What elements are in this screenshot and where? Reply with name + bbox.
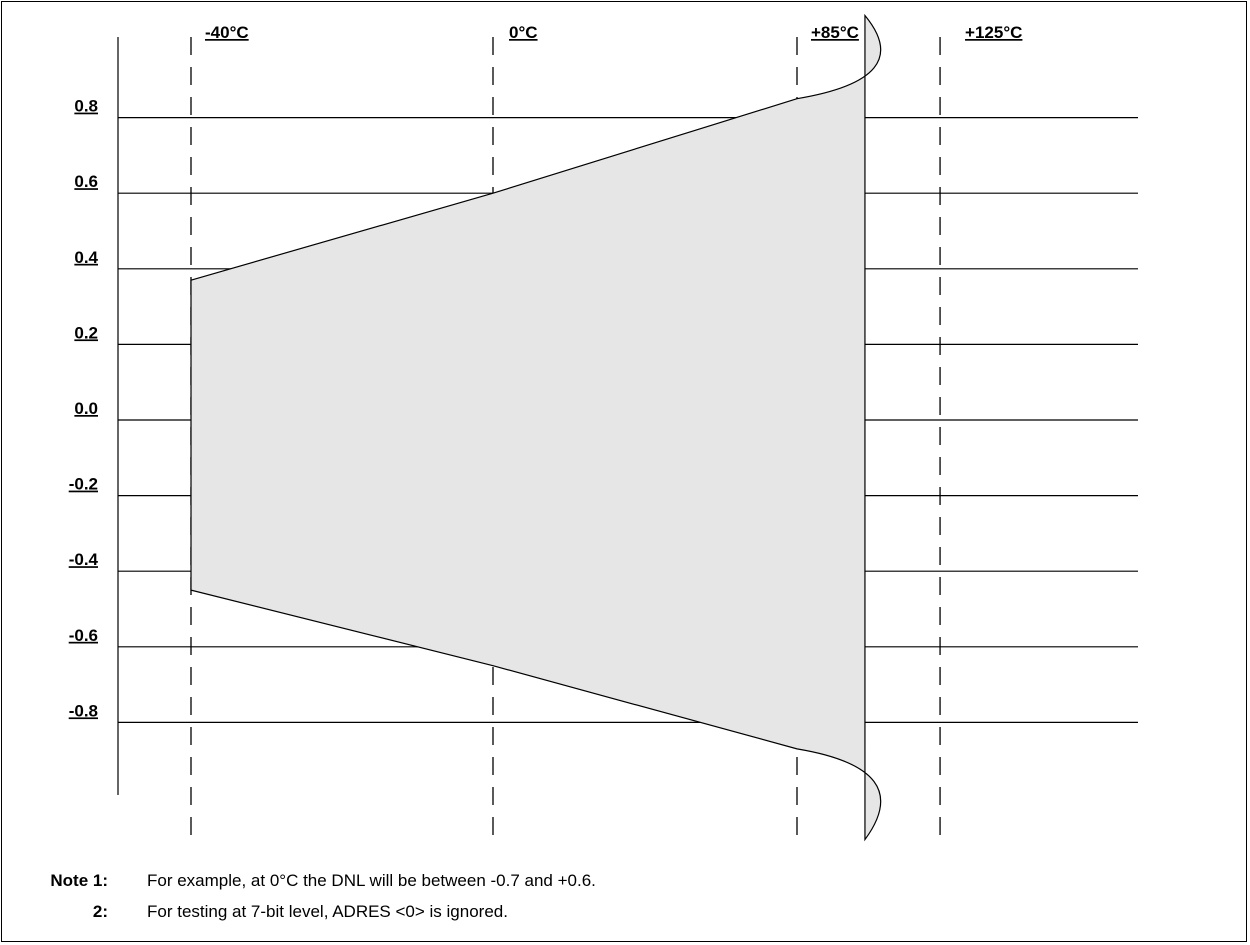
note-2-text: For testing at 7-bit level, ADRES <0> is… [147,902,508,921]
temperature-label: +125°C [965,23,1022,42]
y-tick-label: -0.4 [69,550,99,569]
y-tick-label: 0.0 [74,399,98,418]
y-tick-label: 0.6 [74,172,98,191]
y-tick-label: 0.8 [74,97,98,116]
note-2-tag: 2: [92,902,108,921]
note-1-text: For example, at 0°C the DNL will be betw… [147,871,596,890]
y-tick-label: -0.8 [69,701,98,720]
dnl-envelope [190,13,882,842]
y-tick-label: -0.6 [69,626,98,645]
axis-labels: 0.8 0.6 0.4 0.2 0.0 -0.2 -0.4 -0.6 -0.8 -40°C 0°C +… [69,23,1023,720]
dnl-envelope-area [190,13,882,842]
temperature-label: 0°C [509,23,538,42]
note-1-tag: Note 1: [50,871,108,890]
y-tick-label: 0.4 [74,248,98,267]
y-tick-label: -0.2 [69,475,98,494]
y-tick-label: 0.2 [74,323,98,342]
temperature-label: -40°C [205,23,249,42]
temperature-label: +85°C [811,23,859,42]
